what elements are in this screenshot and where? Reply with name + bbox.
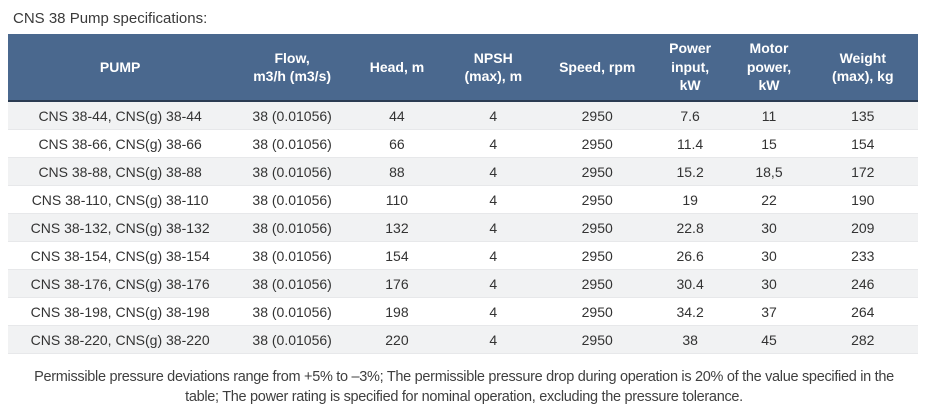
- table-cell-motor-power: 30: [730, 241, 808, 270]
- table-row: CNS 38-66, CNS(g) 38-66 38 (0.01056) 66 4 29…: [8, 129, 918, 158]
- table-cell-motor-power: 11: [730, 101, 808, 130]
- table-cell-motor-power: 30: [730, 269, 808, 298]
- table-cell-motor-power: 22: [730, 185, 808, 214]
- table-cell-pump: CNS 38-220, CNS(g) 38-220: [8, 325, 233, 354]
- table-cell-power-input: 30.4: [649, 269, 731, 298]
- table-cell-flow: 38 (0.01056): [232, 157, 352, 186]
- pump-spec-table: PUMP Flow, m3/h (m3/s) Head, m NPSH (max), …: [8, 34, 918, 354]
- table-cell-motor-power: 30: [730, 213, 808, 242]
- page-title: CNS 38 Pump specifications:: [13, 10, 208, 27]
- table-cell-head: 66: [351, 129, 442, 158]
- table-cell-npsh: 4: [441, 101, 545, 130]
- table-cell-pump: CNS 38-154, CNS(g) 38-154: [8, 241, 233, 270]
- table-cell-weight: 282: [807, 325, 918, 354]
- footnote: Permissible pressure deviations range fr…: [34, 369, 894, 405]
- table-cell-weight: 190: [807, 185, 918, 214]
- column-header-pump: PUMP: [8, 34, 233, 102]
- table-header-row: PUMP Flow, m3/h (m3/s) Head, m NPSH (max), …: [8, 34, 918, 102]
- table-cell-npsh: 4: [441, 241, 545, 270]
- table-body: CNS 38-44, CNS(g) 38-44 38 (0.01056) 44 4 29…: [8, 101, 918, 354]
- table-cell-motor-power: 45: [730, 325, 808, 354]
- table-cell-speed: 2950: [544, 297, 650, 326]
- table-row: CNS 38-110, CNS(g) 38-110 38 (0.01056) 110…: [8, 185, 918, 214]
- table-cell-npsh: 4: [441, 185, 545, 214]
- table-row: CNS 38-154, CNS(g) 38-154 38 (0.01056) 154…: [8, 241, 918, 270]
- table-cell-power-input: 34.2: [649, 297, 731, 326]
- table-cell-flow: 38 (0.01056): [232, 185, 352, 214]
- table-row: CNS 38-44, CNS(g) 38-44 38 (0.01056) 44 4 29…: [8, 101, 918, 130]
- column-header-flow: Flow, m3/h (m3/s): [232, 34, 352, 102]
- table-cell-flow: 38 (0.01056): [232, 269, 352, 298]
- table-row: CNS 38-132, CNS(g) 38-132 38 (0.01056) 132…: [8, 213, 918, 242]
- table-cell-speed: 2950: [544, 213, 650, 242]
- table-cell-weight: 135: [807, 101, 918, 130]
- table-cell-power-input: 38: [649, 325, 731, 354]
- table-cell-flow: 38 (0.01056): [232, 297, 352, 326]
- table-cell-speed: 2950: [544, 185, 650, 214]
- table-cell-flow: 38 (0.01056): [232, 129, 352, 158]
- table-cell-power-input: 15.2: [649, 157, 731, 186]
- table-row: CNS 38-198, CNS(g) 38-198 38 (0.01056) 198…: [8, 297, 918, 326]
- table-cell-flow: 38 (0.01056): [232, 213, 352, 242]
- table-cell-pump: CNS 38-110, CNS(g) 38-110: [8, 185, 233, 214]
- table-cell-power-input: 7.6: [649, 101, 731, 130]
- table-cell-pump: CNS 38-88, CNS(g) 38-88: [8, 157, 233, 186]
- table-cell-weight: 246: [807, 269, 918, 298]
- table-cell-head: 44: [351, 101, 442, 130]
- table-cell-motor-power: 37: [730, 297, 808, 326]
- table-cell-npsh: 4: [441, 213, 545, 242]
- table-cell-npsh: 4: [441, 269, 545, 298]
- table-cell-npsh: 4: [441, 157, 545, 186]
- table-cell-head: 198: [351, 297, 442, 326]
- table-cell-flow: 38 (0.01056): [232, 325, 352, 354]
- table-row: CNS 38-88, CNS(g) 38-88 38 (0.01056) 88 4 29…: [8, 157, 918, 186]
- table-cell-pump: CNS 38-132, CNS(g) 38-132: [8, 213, 233, 242]
- table-row: CNS 38-176, CNS(g) 38-176 38 (0.01056) 176…: [8, 269, 918, 298]
- table-cell-power-input: 22.8: [649, 213, 731, 242]
- table-cell-npsh: 4: [441, 297, 545, 326]
- table-row: CNS 38-220, CNS(g) 38-220 38 (0.01056) 220…: [8, 325, 918, 354]
- table-cell-weight: 172: [807, 157, 918, 186]
- table-cell-power-input: 19: [649, 185, 731, 214]
- table-cell-motor-power: 15: [730, 129, 808, 158]
- table-cell-head: 132: [351, 213, 442, 242]
- column-header-motor-power: Motor power, kW: [730, 34, 808, 102]
- table-cell-weight: 154: [807, 129, 918, 158]
- column-header-speed: Speed, rpm: [544, 34, 650, 102]
- column-header-npsh: NPSH (max), m: [441, 34, 545, 102]
- table-cell-weight: 264: [807, 297, 918, 326]
- table-cell-power-input: 11.4: [649, 129, 731, 158]
- table-cell-npsh: 4: [441, 129, 545, 158]
- table-cell-weight: 233: [807, 241, 918, 270]
- table-cell-weight: 209: [807, 213, 918, 242]
- table-cell-head: 220: [351, 325, 442, 354]
- table-header: PUMP Flow, m3/h (m3/s) Head, m NPSH (max), …: [8, 34, 918, 102]
- table-cell-pump: CNS 38-66, CNS(g) 38-66: [8, 129, 233, 158]
- table-cell-head: 110: [351, 185, 442, 214]
- table-cell-head: 154: [351, 241, 442, 270]
- table-cell-pump: CNS 38-198, CNS(g) 38-198: [8, 297, 233, 326]
- table-cell-pump: CNS 38-44, CNS(g) 38-44: [8, 101, 233, 130]
- table-cell-speed: 2950: [544, 129, 650, 158]
- table-cell-speed: 2950: [544, 269, 650, 298]
- column-header-power-input: Power input, kW: [649, 34, 731, 102]
- table-cell-speed: 2950: [544, 157, 650, 186]
- table-cell-flow: 38 (0.01056): [232, 241, 352, 270]
- table-cell-power-input: 26.6: [649, 241, 731, 270]
- table-cell-npsh: 4: [441, 325, 545, 354]
- table-cell-head: 88: [351, 157, 442, 186]
- table-cell-flow: 38 (0.01056): [232, 101, 352, 130]
- table-cell-motor-power: 18,5: [730, 157, 808, 186]
- table-cell-speed: 2950: [544, 325, 650, 354]
- table-cell-pump: CNS 38-176, CNS(g) 38-176: [8, 269, 233, 298]
- column-header-head: Head, m: [351, 34, 442, 102]
- table-cell-speed: 2950: [544, 101, 650, 130]
- column-header-weight: Weight (max), kg: [807, 34, 918, 102]
- table-cell-speed: 2950: [544, 241, 650, 270]
- table-cell-head: 176: [351, 269, 442, 298]
